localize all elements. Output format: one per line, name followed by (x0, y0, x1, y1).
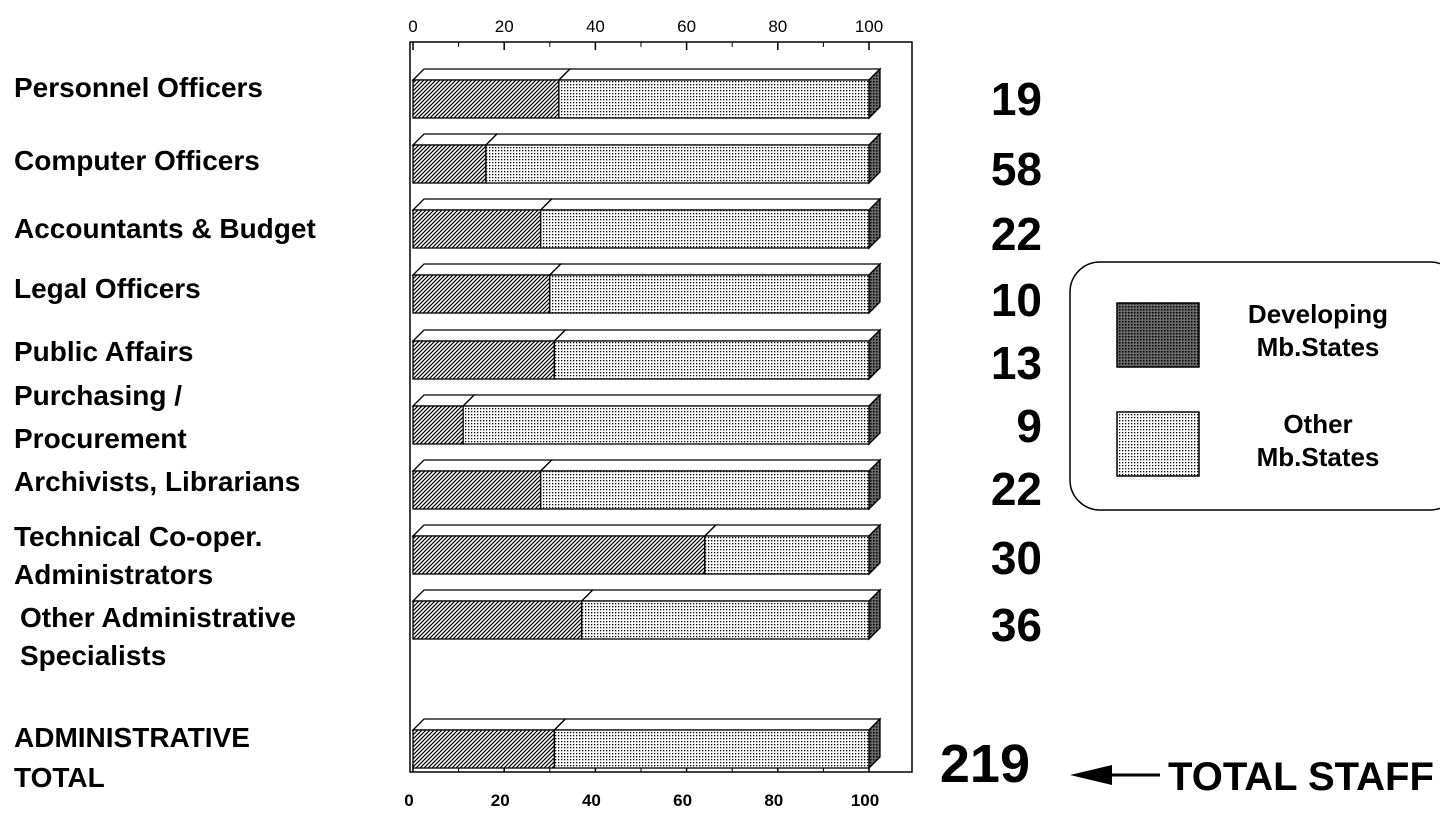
top-tick-label: 40 (586, 17, 605, 36)
category-label: TOTAL (14, 762, 105, 793)
legend-swatch-developing (1116, 302, 1200, 368)
category-label: Accountants & Budget (14, 213, 316, 244)
bar-developing (412, 340, 556, 380)
bar-other (462, 405, 870, 445)
category-label: ADMINISTRATIVE (14, 722, 250, 753)
bar-developing (412, 535, 706, 575)
legend-label-developing-line1: Developing (1248, 299, 1388, 329)
staff-count: 36 (991, 599, 1042, 651)
bar-group (411, 132, 882, 185)
bar-other-top (552, 329, 882, 342)
category-label: Legal Officers (14, 273, 201, 304)
staff-count: 9 (1016, 400, 1042, 452)
plot-frame (409, 41, 913, 773)
bar-other (549, 274, 870, 314)
total-staff-annotation: TOTAL STAFF (1070, 755, 1434, 799)
bottom-tick-label: 100 (851, 791, 879, 810)
bar-other-top (539, 198, 882, 211)
bottom-tick-label: 80 (764, 791, 783, 810)
staff-count: 30 (991, 532, 1042, 584)
bar-developing-top (411, 459, 554, 472)
bar-developing-top (411, 524, 718, 537)
staff-count: 10 (991, 274, 1042, 326)
bar-other-top (552, 718, 882, 731)
arrow-left-icon (1070, 765, 1112, 785)
top-tick-label: 80 (768, 17, 787, 36)
staff-count: 19 (991, 73, 1042, 125)
bottom-tick-label: 40 (582, 791, 601, 810)
bar-other (553, 729, 870, 769)
top-tick-label: 20 (495, 17, 514, 36)
bar-other-top (557, 68, 882, 81)
bar-developing-top (411, 263, 563, 276)
staff-count: 13 (991, 337, 1042, 389)
category-label: Technical Co-oper. (14, 521, 262, 552)
bar-other (558, 79, 870, 119)
bar-group (411, 197, 882, 250)
bar-group (411, 262, 882, 315)
bar-other (704, 535, 870, 575)
bar-developing (412, 144, 487, 184)
staff-count: 58 (991, 143, 1042, 195)
staff-count: 22 (991, 208, 1042, 260)
bar-other (540, 209, 870, 249)
bar-other (581, 600, 870, 640)
staff-count: 22 (991, 463, 1042, 515)
bar-other-top (461, 394, 882, 407)
bar-other-top (703, 524, 882, 537)
bar-other-top (580, 589, 882, 602)
bar-other-top (548, 263, 882, 276)
category-label: Administrators (14, 559, 213, 590)
total-count: 219 (940, 734, 1030, 794)
bar-developing (412, 470, 542, 510)
bar-group (411, 588, 882, 641)
bar-developing-top (411, 133, 499, 146)
bar-group (411, 67, 882, 120)
bar-other (553, 340, 870, 380)
bar-group (411, 328, 882, 381)
category-label: Procurement (14, 423, 187, 454)
legend-label-developing-line2: Mb.States (1257, 332, 1380, 362)
bar-group (411, 393, 882, 446)
category-label: Computer Officers (14, 145, 260, 176)
bar-other (540, 470, 870, 510)
bar-group (411, 458, 882, 511)
bottom-tick-label: 60 (673, 791, 692, 810)
legend-swatch-other (1116, 411, 1200, 477)
category-label: Other Administrative (20, 602, 296, 633)
top-tick-label: 100 (855, 17, 883, 36)
bar-developing (412, 209, 542, 249)
bottom-tick-label: 0 (404, 791, 413, 810)
bar-developing-top (411, 68, 572, 81)
top-tick-label: 60 (677, 17, 696, 36)
category-label: Purchasing / (14, 380, 182, 411)
legend: Developing Mb.States Other Mb.States (1069, 261, 1440, 511)
bar-group (411, 717, 882, 770)
category-label: Public Affairs (14, 336, 193, 367)
category-label: Archivists, Librarians (14, 466, 300, 497)
bar-developing (412, 729, 556, 769)
bar-developing (412, 79, 560, 119)
bottom-tick-label: 20 (491, 791, 510, 810)
bar-other (485, 144, 870, 184)
bar-developing (412, 600, 583, 640)
bar-developing-top (411, 198, 554, 211)
bar-other-top (484, 133, 882, 146)
bar-developing (412, 274, 551, 314)
legend-label-other-line2: Mb.States (1257, 442, 1380, 472)
bar-developing (412, 405, 464, 445)
bar-developing-top (411, 589, 595, 602)
top-tick-label: 0 (408, 17, 417, 36)
bar-developing-top (411, 329, 567, 342)
category-label: Specialists (20, 640, 166, 671)
total-staff-label: TOTAL STAFF (1168, 755, 1434, 799)
bar-other-top (539, 459, 882, 472)
bar-group (411, 523, 882, 576)
bar-developing-top (411, 718, 567, 731)
legend-label-other-line1: Other (1283, 409, 1352, 439)
category-label: Personnel Officers (14, 72, 263, 103)
